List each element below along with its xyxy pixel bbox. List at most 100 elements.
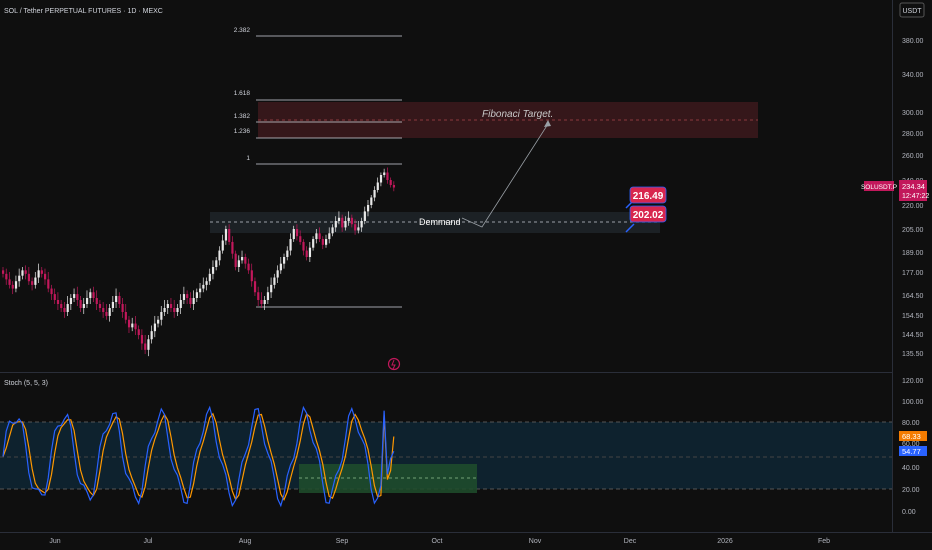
candle-body [173,308,176,312]
candle-body [73,294,76,298]
candle-body [31,281,34,285]
time-tick-label: 2026 [717,538,733,545]
candle-body [318,233,321,240]
candle-body [325,239,328,245]
time-tick-label: Jun [49,538,60,545]
candle-body [153,323,157,332]
candle-body [350,217,354,225]
candle-body [331,227,334,234]
candle-body [273,277,276,285]
stoch-d-value: 54.77 [902,447,921,456]
price-axis[interactable]: USDT 380.00340.00300.00280.00260.00240.0… [861,0,929,532]
candle-body [115,296,118,302]
candle-body [166,304,169,308]
candle-body [205,281,208,285]
candle-body [95,298,98,304]
stoch-k-value: 68.33 [902,432,921,441]
price-tick-label: 280.00 [902,131,924,138]
lightning-icon [391,359,396,370]
candle-body [228,229,231,242]
candle-body [169,304,173,308]
candle-body [82,304,85,308]
candle-body [14,281,18,289]
candle-body [208,273,211,282]
candle-body [270,284,273,293]
candle-body [199,288,202,293]
candle-body [127,319,131,328]
stoch-d-tag [899,431,927,441]
main-pane-bg [0,0,892,372]
candle-body [176,308,179,312]
candle-body [189,298,192,304]
stoch-tick-label: 20.00 [902,487,920,494]
stoch-tick-label: 80.00 [902,420,920,427]
symbol-title: SOL / Tether PERPETUAL FUTURES · 1D · ME… [4,8,163,15]
candle-body [53,294,56,300]
candle-body [289,239,292,251]
fib-target-label: Fibonaci Target. [482,109,553,120]
currency-label: USDT [902,8,922,15]
candle-body [37,270,40,278]
candle-body [366,205,370,212]
stoch-k-line [2,405,395,508]
price-tick-label: 260.00 [902,153,924,160]
ticker-tag [864,181,894,191]
candle-body [312,239,315,248]
candle-body [334,221,337,228]
candle-body [56,300,60,304]
candle-body [315,233,318,240]
candle-body [5,273,8,280]
projection-path [461,123,549,228]
candle-body [63,308,66,312]
earnings-event-icon[interactable] [387,357,401,371]
candle-body [160,312,163,320]
candle-body [344,221,347,228]
candle-body [250,270,253,282]
time-ticks: Jun Jul Aug Sep Oct Nov Dec 2026 Feb [49,538,830,545]
stoch-d-line [2,412,395,501]
candle-body [247,263,250,271]
candle-body [354,224,357,231]
candle-body [124,312,127,320]
candle-body [89,292,92,298]
candle-body [211,267,215,274]
stoch-pane: Stoch (5, 5, 3) [0,380,892,508]
price-tick-label: 164.50 [902,293,924,300]
candle-body [163,308,166,312]
last-price-tag [899,180,927,201]
stoch-tick-label: 0.00 [902,509,916,516]
candle-body [299,236,302,242]
candle-body [241,257,244,261]
candle-body [34,277,37,285]
candles [2,167,396,357]
candle-body [341,217,344,228]
candle-body [144,343,147,350]
candle-body [221,240,224,251]
candle-body [347,217,350,221]
candle-body [202,284,205,289]
candle-body [292,229,295,240]
candle-body [2,270,5,274]
stoch-tick-label: 60.00 [902,441,920,448]
fib-lines: 2.382 1.618 1.382 1.236 1 [234,27,402,308]
last-price-countdown: 12:47:22 [902,193,929,200]
candle-body [321,239,324,245]
candle-body [305,250,308,257]
candle-body [253,281,257,293]
candle-body [47,279,50,289]
time-tick-label: Aug [239,538,252,545]
currency-badge[interactable] [899,2,925,18]
candle-body [137,329,140,336]
candle-body [40,270,43,274]
candle-body [111,302,115,308]
time-tick-label: Sep [336,538,349,545]
candle-body [76,294,79,300]
candle-body [263,300,266,304]
time-tick-label: Dec [624,538,637,545]
price-tick-label: 135.50 [902,351,924,358]
time-axis[interactable]: Jun Jul Aug Sep Oct Nov Dec 2026 Feb [0,532,932,546]
candle-body [147,339,150,350]
fib-level-label: 2.382 [234,27,251,34]
fib-level-label: 1.382 [234,113,251,120]
candle-body [108,308,111,316]
